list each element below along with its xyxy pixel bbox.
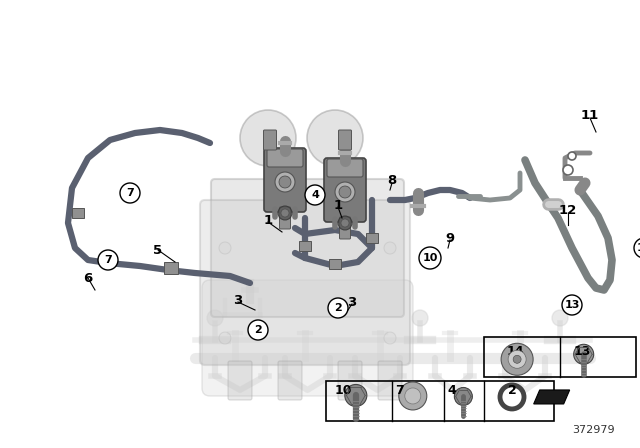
FancyBboxPatch shape: [378, 361, 402, 400]
Circle shape: [98, 250, 118, 270]
Text: 372979: 372979: [572, 425, 614, 435]
Circle shape: [562, 295, 582, 315]
Text: 11: 11: [581, 108, 599, 121]
Polygon shape: [534, 390, 570, 404]
Text: 9: 9: [445, 232, 454, 245]
Circle shape: [563, 165, 573, 175]
Circle shape: [338, 216, 352, 230]
Text: 14: 14: [506, 345, 524, 358]
FancyBboxPatch shape: [202, 280, 413, 396]
Text: 2: 2: [254, 325, 262, 335]
Text: 1: 1: [264, 214, 273, 227]
Circle shape: [305, 185, 325, 205]
Circle shape: [405, 388, 421, 404]
Circle shape: [412, 310, 428, 326]
Text: 8: 8: [387, 173, 397, 186]
FancyBboxPatch shape: [200, 200, 410, 365]
Circle shape: [335, 182, 355, 202]
Circle shape: [307, 110, 363, 166]
Text: 7: 7: [126, 188, 134, 198]
Text: 6: 6: [83, 271, 93, 284]
Circle shape: [219, 332, 231, 344]
Text: 14: 14: [636, 243, 640, 253]
Circle shape: [573, 345, 594, 364]
Text: 5: 5: [154, 244, 163, 257]
FancyBboxPatch shape: [339, 217, 351, 239]
Text: 7: 7: [104, 255, 112, 265]
Circle shape: [281, 209, 289, 217]
Text: 7: 7: [396, 384, 404, 397]
FancyBboxPatch shape: [278, 361, 302, 400]
Circle shape: [568, 152, 576, 160]
Circle shape: [419, 247, 441, 269]
Circle shape: [328, 298, 348, 318]
Circle shape: [279, 176, 291, 188]
Circle shape: [384, 242, 396, 254]
Circle shape: [120, 183, 140, 203]
Circle shape: [454, 388, 472, 405]
Text: 4: 4: [311, 190, 319, 200]
Circle shape: [501, 343, 533, 375]
Circle shape: [500, 385, 524, 409]
Text: 13: 13: [573, 345, 591, 358]
FancyBboxPatch shape: [327, 159, 363, 177]
Bar: [484, 337, 636, 377]
Circle shape: [552, 310, 568, 326]
Bar: [326, 381, 554, 421]
Circle shape: [384, 332, 396, 344]
Text: 13: 13: [564, 300, 580, 310]
Circle shape: [240, 110, 296, 166]
Circle shape: [248, 320, 268, 340]
Text: 12: 12: [559, 203, 577, 216]
Circle shape: [275, 172, 295, 192]
FancyBboxPatch shape: [339, 130, 351, 150]
Circle shape: [339, 186, 351, 198]
Text: 3: 3: [234, 293, 243, 306]
FancyBboxPatch shape: [324, 158, 366, 222]
Text: 10: 10: [422, 253, 438, 263]
Circle shape: [278, 206, 292, 220]
Text: 2: 2: [508, 384, 516, 397]
Circle shape: [399, 382, 427, 410]
Bar: [72, 208, 84, 218]
Circle shape: [634, 238, 640, 258]
FancyBboxPatch shape: [228, 361, 252, 400]
FancyBboxPatch shape: [211, 179, 404, 317]
FancyBboxPatch shape: [267, 149, 303, 167]
Bar: [164, 263, 178, 274]
Text: 10: 10: [334, 384, 352, 397]
Circle shape: [207, 310, 223, 326]
Bar: [299, 241, 311, 251]
Circle shape: [219, 242, 231, 254]
Text: 1: 1: [333, 198, 342, 211]
FancyBboxPatch shape: [264, 130, 276, 150]
FancyBboxPatch shape: [338, 361, 362, 400]
Text: 4: 4: [447, 384, 456, 397]
Circle shape: [345, 384, 367, 406]
FancyBboxPatch shape: [264, 148, 306, 212]
Circle shape: [513, 355, 521, 363]
Circle shape: [508, 350, 526, 368]
Bar: [329, 259, 341, 269]
Bar: [366, 233, 378, 243]
FancyBboxPatch shape: [280, 207, 291, 229]
Circle shape: [341, 219, 349, 227]
Text: 3: 3: [348, 296, 356, 309]
Text: 2: 2: [334, 303, 342, 313]
